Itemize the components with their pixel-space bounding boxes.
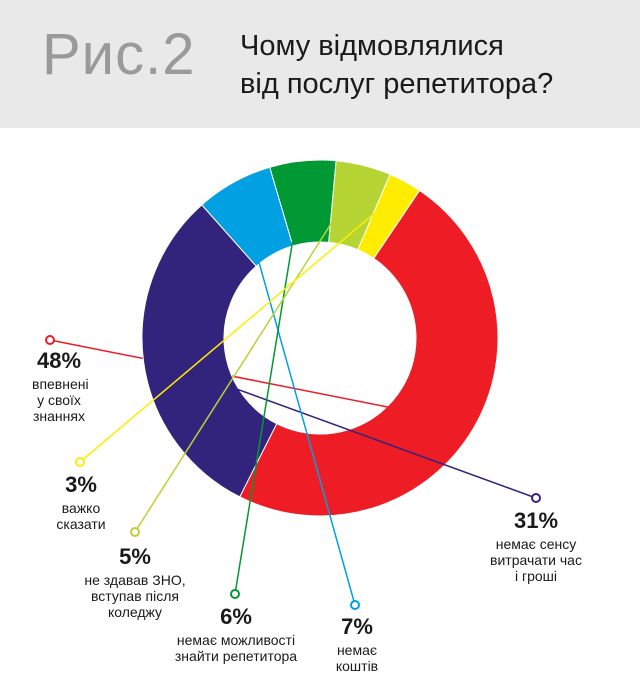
slice-percent-1: 31% [513, 508, 559, 533]
leader-line-5 [79, 191, 400, 463]
slice-percent-0: 48% [36, 348, 82, 373]
slice-percent-4: 5% [119, 544, 151, 569]
leader-line-1 [155, 358, 537, 499]
slice-desc-0-line-1: впевнені [32, 376, 89, 393]
slice-desc-5-line-2: сказати [56, 516, 106, 533]
leader-dot-4 [130, 527, 140, 537]
leader-line-2 [238, 192, 356, 606]
slice-label-5: 3% важко сказати [46, 472, 116, 532]
leader-dot-2 [350, 600, 360, 610]
slice-percent-2: 7% [341, 614, 373, 639]
leader-line-4 [134, 176, 362, 533]
slice-label-1: 31% немає сенсу витрачати час і гроші [478, 508, 594, 585]
slice-percent-3: 6% [220, 604, 252, 629]
leader-dot-1 [531, 493, 541, 503]
donut-slice-1 [141, 204, 278, 498]
slice-desc-2-line-1: немає [336, 642, 378, 659]
slice-desc-2-line-2: коштів [335, 658, 379, 675]
slice-desc-1-line-3: і гроші [514, 568, 558, 585]
slice-desc-4-line-1: не здавав ЗНО, [84, 572, 186, 589]
slice-label-3: 6% немає можливості знайти репетитора [168, 604, 304, 664]
donut-slice-0 [239, 189, 499, 517]
slice-label-4: 5% не здавав ЗНО, вступав після коледжу [78, 544, 192, 621]
leader-line-3 [234, 172, 305, 595]
leader-dot-3 [230, 589, 240, 599]
slice-desc-0-line-2: у своїх [37, 392, 81, 409]
chart-title-line-2: від послуг репетитора? [240, 68, 554, 100]
leader-dot-0 [45, 335, 55, 345]
leader-line-0 [49, 339, 464, 423]
slice-percent-5: 3% [65, 472, 97, 497]
slice-desc-5-line-1: важко [61, 500, 101, 517]
chart-title-line-1: Чому відмовлялися [240, 30, 504, 62]
figure-label: Рис.2 [42, 22, 196, 87]
slice-desc-0-line-3: знаннях [33, 408, 85, 425]
slice-label-2: 7% немає коштів [324, 614, 390, 674]
header-bar: Рис.2 Чому відмовлялися від послуг репет… [0, 0, 640, 128]
slice-desc-4-line-2: вступав після [91, 588, 179, 605]
slice-desc-1-line-2: витрачати час [490, 552, 582, 569]
slice-label-0: 48% впевнені у своїх знаннях [32, 348, 89, 425]
slice-desc-1-line-1: немає сенсу [495, 536, 577, 553]
slice-desc-3-line-1: немає можливості [176, 632, 296, 649]
slice-desc-3-line-2: знайти репетитора [174, 648, 298, 665]
donut-slice-5 [357, 173, 421, 260]
slice-desc-4-line-3: коледжу [107, 604, 163, 621]
leader-dot-5 [75, 457, 85, 467]
